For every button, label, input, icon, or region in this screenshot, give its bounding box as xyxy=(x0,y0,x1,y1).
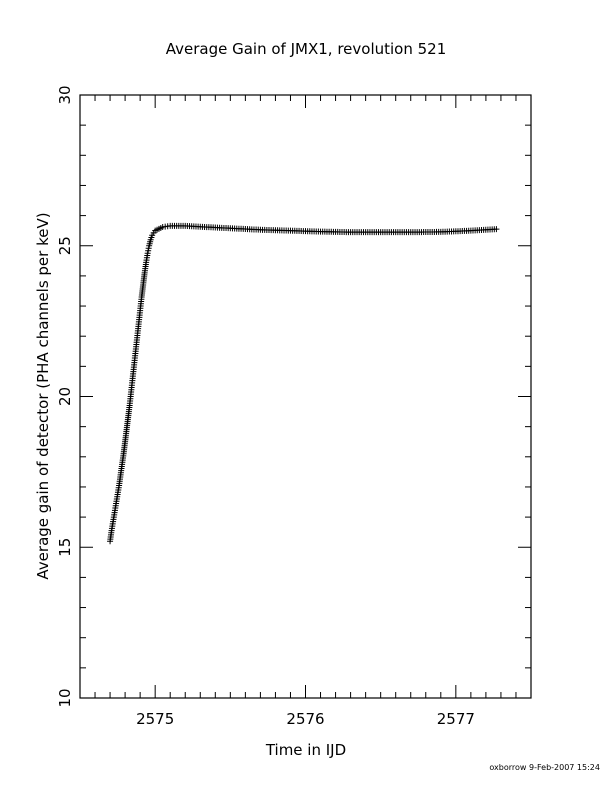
y-tick-label: 10 xyxy=(56,688,74,707)
x-tick-labels: 2575 2576 2577 xyxy=(136,710,475,728)
y-axis-label: Average gain of detector (PHA channels p… xyxy=(34,212,52,579)
y-tick-label: 30 xyxy=(56,85,74,104)
plot-frame xyxy=(79,94,532,699)
data-series xyxy=(107,222,500,545)
y-tick-label: 20 xyxy=(56,387,74,406)
x-tick-label: 2575 xyxy=(136,710,174,728)
data-point xyxy=(144,250,151,257)
y-tick-labels: 10 15 20 25 30 xyxy=(56,85,74,707)
y-tick-label: 25 xyxy=(56,236,74,255)
x-axis-label: Time in IJD xyxy=(265,741,346,759)
data-point xyxy=(493,226,500,233)
data-point xyxy=(145,245,152,252)
chart-title: Average Gain of JMX1, revolution 521 xyxy=(166,40,447,58)
x-tick-label: 2577 xyxy=(437,710,475,728)
footer-credit: oxborrow 9-Feb-2007 15:24 xyxy=(489,763,600,772)
axis-ticks xyxy=(79,94,532,699)
x-tick-label: 2576 xyxy=(286,710,324,728)
y-tick-label: 15 xyxy=(56,538,74,557)
data-point xyxy=(145,247,152,254)
